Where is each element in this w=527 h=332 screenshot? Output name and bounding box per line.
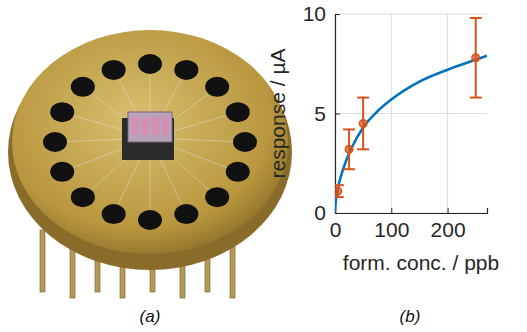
error-bar-cap xyxy=(343,128,355,130)
pad xyxy=(50,102,74,122)
grid-line xyxy=(335,113,487,114)
data-point xyxy=(472,54,480,62)
tick-mark xyxy=(335,114,340,115)
error-bar xyxy=(343,129,355,169)
error-bar-cap xyxy=(470,97,482,99)
tick-mark xyxy=(335,14,340,15)
y-axis: 0 5 10 xyxy=(303,2,340,224)
pad xyxy=(71,187,95,207)
error-bar-cap xyxy=(470,17,482,19)
fit-line xyxy=(335,56,487,213)
sensor-photo xyxy=(8,30,292,298)
x-axis: 0 100 200 xyxy=(330,208,488,241)
tick-label: 100 xyxy=(374,218,409,241)
pad xyxy=(138,54,162,74)
pin xyxy=(40,230,45,292)
pad xyxy=(71,77,95,97)
tick: 5 xyxy=(314,102,340,125)
bond-wire xyxy=(150,70,186,138)
pad xyxy=(43,132,67,152)
panel-label: (b) xyxy=(400,307,421,326)
data-point xyxy=(335,187,342,195)
pad xyxy=(174,60,198,80)
chip-cell xyxy=(162,117,169,135)
tick-mark xyxy=(391,208,392,213)
pad xyxy=(102,60,126,80)
axis-line xyxy=(336,208,488,214)
error-bar xyxy=(335,185,344,197)
tick-mark xyxy=(448,208,449,213)
pad xyxy=(174,204,198,224)
tick: 10 xyxy=(303,2,340,25)
figure: 0 100 200 0 5 10 form. conc. / ppb response / µ… xyxy=(0,0,527,332)
grid xyxy=(335,14,487,213)
tick-label: 5 xyxy=(314,102,326,125)
tick: 200 xyxy=(431,208,466,241)
error-bar-cap xyxy=(335,184,344,186)
pad xyxy=(226,162,250,182)
chip-cell xyxy=(132,117,139,135)
pad xyxy=(205,187,229,207)
y-axis-title: response / µA xyxy=(266,49,289,179)
x-axis-title: form. conc. / ppb xyxy=(343,251,499,274)
grid-line xyxy=(335,14,487,15)
data-point xyxy=(359,120,367,128)
pad xyxy=(226,102,250,122)
tick-label: 10 xyxy=(303,2,326,25)
error-bar xyxy=(357,98,369,150)
tick-mark xyxy=(335,213,340,214)
tick-label: 0 xyxy=(330,218,342,241)
chip-cell xyxy=(142,117,149,135)
error-bar-cap xyxy=(335,196,344,198)
pad xyxy=(205,77,229,97)
pad xyxy=(138,210,162,230)
header-top xyxy=(12,30,288,254)
tick-label: 0 xyxy=(314,201,326,224)
pad xyxy=(50,162,74,182)
chip-cell xyxy=(152,117,159,135)
error-bar-cap xyxy=(357,148,369,150)
error-bar-cap xyxy=(357,97,369,99)
error-bar xyxy=(470,18,482,98)
pad xyxy=(233,132,257,152)
pad xyxy=(102,204,126,224)
tick-label: 200 xyxy=(431,218,466,241)
tick: 100 xyxy=(374,208,409,241)
error-bar-cap xyxy=(343,168,355,170)
panel-label: (a) xyxy=(140,307,161,326)
chip xyxy=(128,112,172,142)
data-point xyxy=(345,146,353,154)
plot-area xyxy=(335,18,487,213)
